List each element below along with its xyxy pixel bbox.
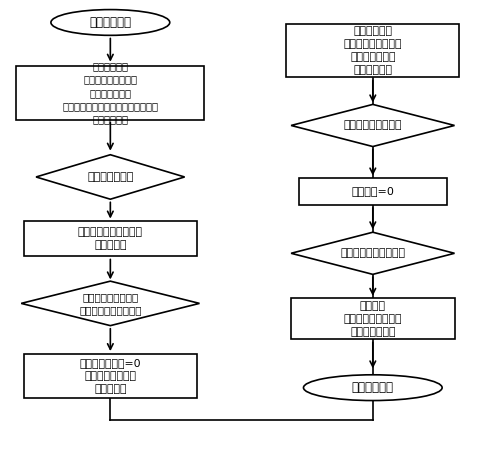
FancyBboxPatch shape <box>24 354 197 398</box>
FancyBboxPatch shape <box>298 178 447 205</box>
Text: 设定空压机转速=0
关闭空压机背压阀
关闭旁通阀: 设定空压机转速=0 关闭空压机背压阀 关闭旁通阀 <box>80 358 141 394</box>
Polygon shape <box>21 281 200 325</box>
FancyBboxPatch shape <box>286 24 460 77</box>
Text: 关闭水泵
电动三通阀打开小循
环，关闭大循环: 关闭水泵 电动三通阀打开小循 环，关闭大循环 <box>344 300 402 337</box>
Text: 停机吹扫开始: 停机吹扫开始 <box>89 16 131 29</box>
FancyBboxPatch shape <box>24 221 197 256</box>
Text: 设定加载电流
设定空气背压阀开度
设定空压机转速
电动三通阀关闭大循环，打开小循环
设定水泵转速: 设定加载电流 设定空气背压阀开度 设定空压机转速 电动三通阀关闭大循环，打开小循… <box>62 61 158 124</box>
Text: 设定电流=0: 设定电流=0 <box>352 187 394 196</box>
Polygon shape <box>36 155 185 199</box>
FancyBboxPatch shape <box>291 298 455 340</box>
Text: 电堆水出温度小于阈值: 电堆水出温度小于阈值 <box>340 248 405 258</box>
Polygon shape <box>291 232 455 275</box>
Text: 空压机转速满足: 空压机转速满足 <box>87 172 133 182</box>
Ellipse shape <box>51 9 170 35</box>
Polygon shape <box>291 105 455 146</box>
FancyBboxPatch shape <box>16 66 205 120</box>
Text: 电堆阻抗值大于阈值
电堆空出湿度小于阈值: 电堆阻抗值大于阈值 电堆空出湿度小于阈值 <box>79 292 141 315</box>
Text: 电堆总电压小于阈值: 电堆总电压小于阈值 <box>344 121 402 130</box>
Text: 设定放电电流
电动三通阀关闭小循
环，打开大循环
设定水泵转速: 设定放电电流 电动三通阀关闭小循 环，打开大循环 设定水泵转速 <box>344 26 402 75</box>
Ellipse shape <box>303 375 442 400</box>
Text: 根据电堆空入温度调节
旁通阀开度: 根据电堆空入温度调节 旁通阀开度 <box>78 227 143 251</box>
Text: 停机吹扫结束: 停机吹扫结束 <box>352 381 394 394</box>
